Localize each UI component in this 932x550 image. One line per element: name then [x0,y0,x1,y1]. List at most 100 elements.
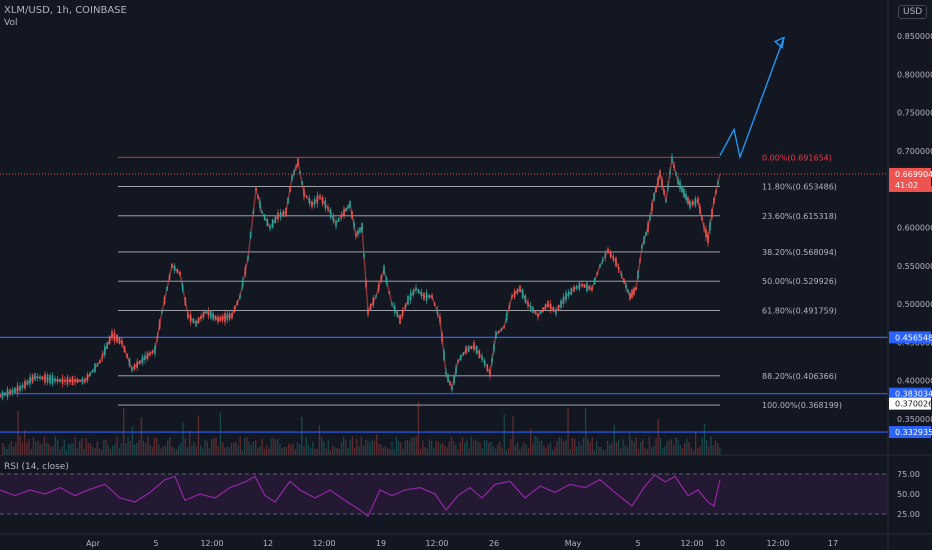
volume-bar [406,440,409,455]
candle-body [79,379,81,382]
fib-level-label: 0.00%(0.691654) [762,153,832,162]
volume-bar [530,428,532,455]
candle-body [357,230,359,235]
candle-body [96,363,99,367]
candle-body [623,279,625,284]
time-axis[interactable]: Apr 5 12:00 12 12:00 19 12:00 26 May 5 12:00 10 12:0… [86,539,838,548]
volume-bar [70,443,72,455]
price-tick: 0.700000 [897,147,932,156]
volume-bar [109,448,112,455]
price-tick: 0.350000 [897,415,932,424]
candle-body [207,310,210,316]
candle-body [604,253,607,258]
candle-body [104,346,106,356]
rsi-pane[interactable]: 75.00 50.00 25.00 [0,470,920,519]
fib-level-label: 88.20%(0.406366) [762,372,837,381]
volume-bar [354,447,356,455]
symbol-title[interactable]: XLM/USD, 1h, COINBASE [4,5,127,16]
volume-bar [475,439,477,455]
fib-level-label: 61.80%(0.491759) [762,306,837,315]
volume-bar [226,446,228,455]
volume-bar [497,444,499,455]
candle-body [365,280,367,287]
volume-bar [569,449,571,455]
candle-body [565,292,567,301]
volume-bar [208,448,211,455]
volume-bar [26,442,28,455]
volume-bar [329,449,332,455]
currency-button[interactable]: USD [898,5,928,19]
candle-body [156,336,159,339]
candle-body [224,313,226,322]
volume-bar [708,446,710,455]
volume-bar [54,436,57,455]
volume-bar [631,439,633,455]
candle-body [99,360,101,364]
volume-bar [332,445,334,455]
candle-body [212,313,214,320]
price-tag-bg [889,397,931,410]
volume-bar [149,444,151,455]
volume-bar [158,444,160,455]
volume-bar [325,448,327,455]
candle-body [542,307,544,313]
volume-bar [314,448,316,455]
candle-body [447,374,449,382]
candle-body [607,248,609,253]
volume-bar [712,445,714,455]
candle-body [694,198,697,206]
volume-bar [560,438,563,455]
volume-bar [116,437,118,455]
rsi-level-label: 75.00 [897,470,920,479]
volume-indicator-label[interactable]: Vol [4,18,18,28]
fib-retracement[interactable]: 0.00%(0.691654) 11.80%(0.653486) 23.60%(0.… [118,153,842,410]
volume-bar [107,444,109,455]
candle-body [665,199,667,203]
candle-body [459,355,462,361]
candle-body [282,210,285,217]
volume-bar [428,438,431,455]
volume-bar [461,437,464,455]
support-lines[interactable] [0,336,888,433]
volume-bar [246,437,248,455]
volume-bar [719,447,721,455]
volume-bar [420,449,422,455]
candle-body [189,314,192,323]
candle-body [649,215,651,220]
volume-bar [288,443,290,455]
volume-bar [39,443,41,455]
volume-bar [140,417,142,455]
volume-bar [347,448,349,455]
volume-bar [312,441,314,455]
candle-body [415,287,417,291]
volume-bar [565,440,567,455]
volume-bar [193,441,195,455]
candle-body [500,328,503,331]
volume-bar [435,440,437,455]
volume-bar [307,444,310,455]
candle-body [685,194,687,200]
projection-arrow[interactable] [719,37,785,160]
candle-body [181,284,184,291]
candle-body [217,316,219,323]
price-tag: 0.370026 [895,400,932,409]
candle-body [532,306,534,313]
volume-bar [290,444,292,455]
candle-body [141,356,144,364]
candle-body [399,314,401,324]
candle-body [161,310,163,313]
price-tick: 0.550000 [897,262,932,271]
volume-bar [547,445,549,455]
rsi-title[interactable]: RSI (14, close) [4,462,69,472]
candle-body [335,220,337,227]
volume-bar [272,437,274,455]
price-axis[interactable]: 0.8500000.8000000.7500000.7000000.650000… [897,32,932,424]
projection-arrowhead [773,36,785,49]
candle-body [643,236,645,245]
candle-body [455,367,457,374]
time-tick: 12:00 [766,539,789,548]
price-tick: 0.400000 [897,377,932,386]
candle-body [236,300,239,305]
price-tick: 0.850000 [897,32,932,41]
